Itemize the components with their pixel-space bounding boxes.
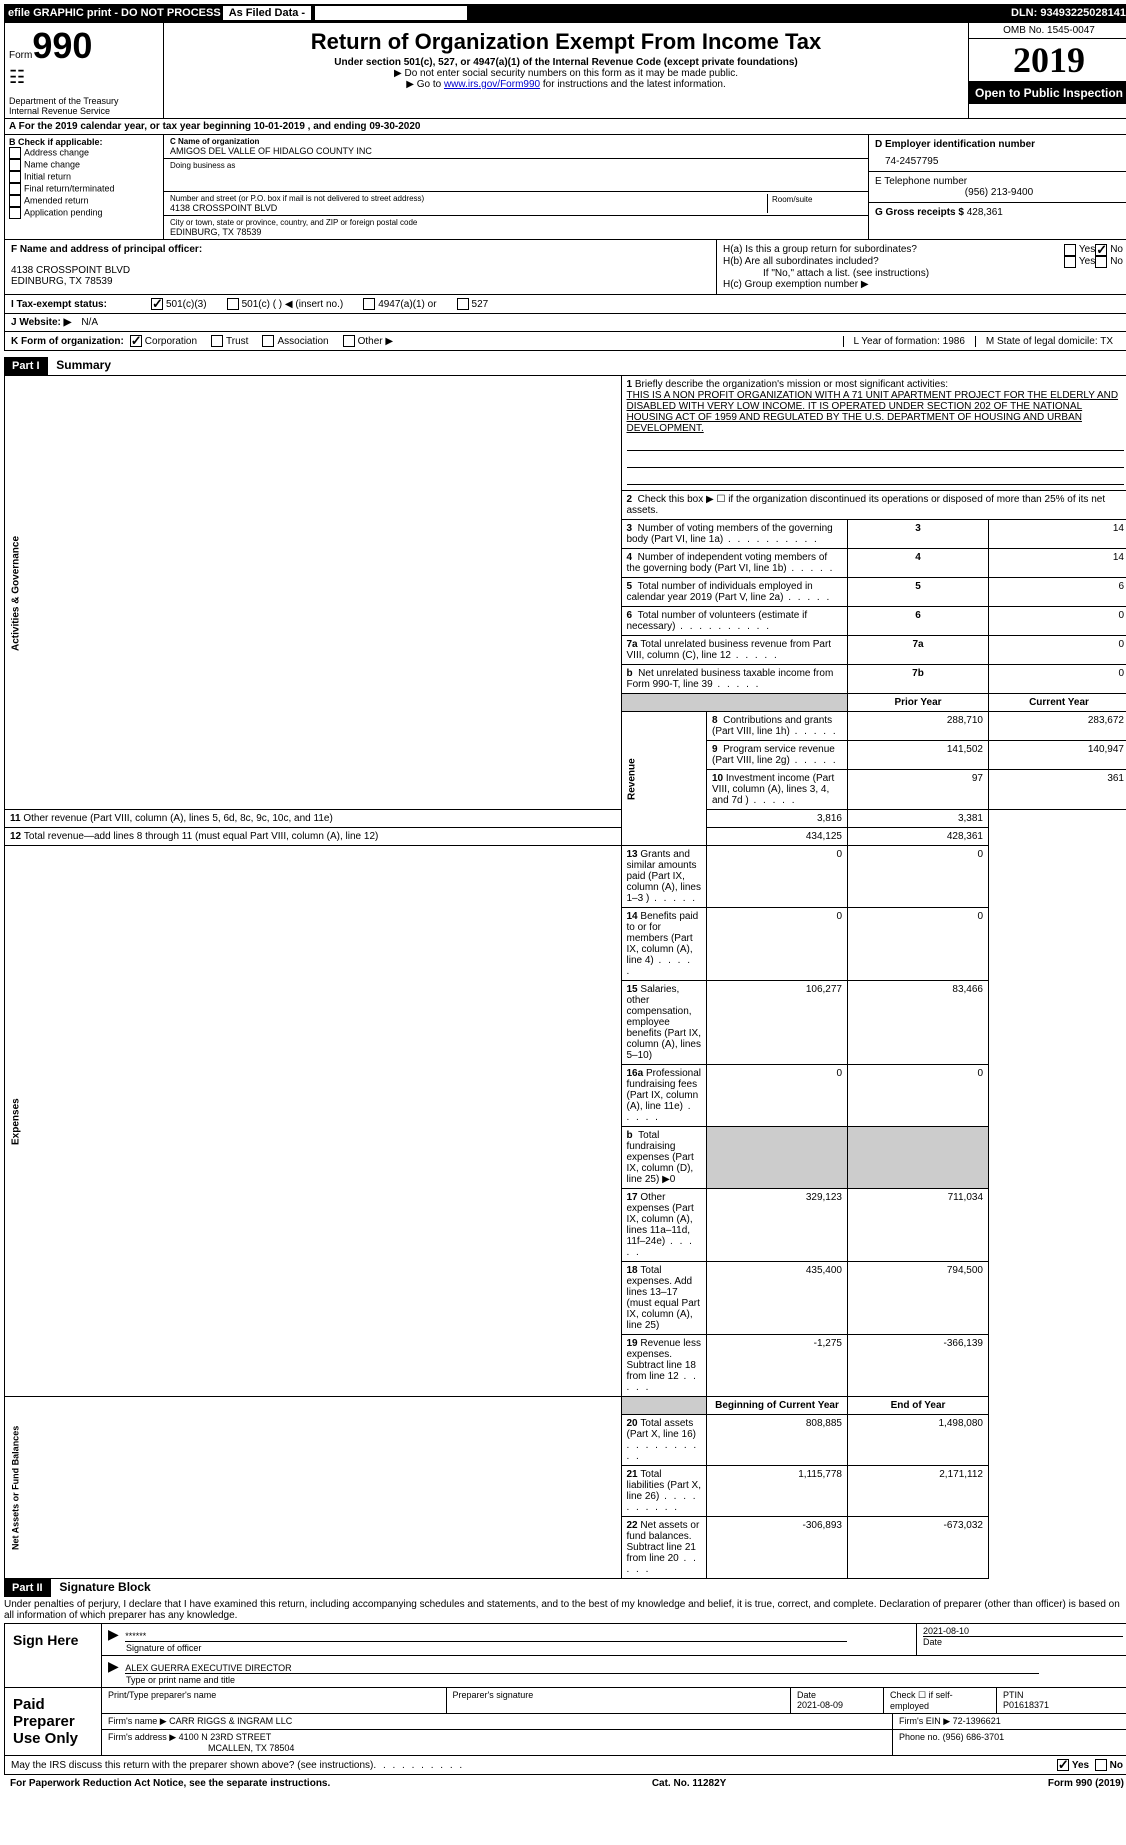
row-i: I Tax-exempt status: 501(c)(3) 501(c) ( … (4, 295, 1126, 314)
cb-hb-no[interactable] (1095, 256, 1107, 268)
firm-phone: (956) 686-3701 (943, 1732, 1005, 1742)
sign-here-label: Sign Here (5, 1624, 102, 1687)
col-c: C Name of organization AMIGOS DEL VALLE … (164, 135, 868, 239)
col-d: D Employer identification number 74-2457… (868, 135, 1126, 239)
part1-title: Summary (56, 358, 111, 372)
cb-501c[interactable] (227, 298, 239, 310)
state-domicile: M State of legal domicile: TX (975, 336, 1123, 347)
year-formation: L Year of formation: 1986 (843, 336, 975, 347)
sign-here-block: Sign Here ▶ ****** Signature of officer … (4, 1623, 1126, 1688)
row-k: K Form of organization: Corporation Trus… (4, 332, 1126, 351)
efile-label: efile GRAPHIC print - DO NOT PROCESS (8, 7, 221, 19)
street-address: 4138 CROSSPOINT BLVD (170, 203, 767, 213)
form-number: 990 (32, 25, 92, 66)
col-h: H(a) Is this a group return for subordin… (717, 240, 1126, 294)
form-ref: Form 990 (2019) (1048, 1778, 1124, 1789)
declaration: Under penalties of perjury, I declare th… (4, 1597, 1126, 1623)
cb-ha-yes[interactable] (1064, 244, 1076, 256)
vert-label-exp: Expenses (5, 846, 622, 1397)
cb-assoc[interactable] (262, 335, 274, 347)
mission-text: THIS IS A NON PROFIT ORGANIZATION WITH A… (627, 390, 1119, 434)
dln: DLN: 93493225028141 (1011, 7, 1126, 19)
firm-name: CARR RIGGS & INGRAM LLC (169, 1716, 292, 1726)
cb-hb-yes[interactable] (1064, 256, 1076, 268)
col-f: F Name and address of principal officer:… (5, 240, 717, 294)
cb-discuss-no[interactable] (1095, 1759, 1107, 1771)
asfiled-box: As Filed Data - (223, 6, 311, 20)
part2-title: Signature Block (59, 1580, 150, 1594)
cb-initial-return[interactable] (9, 171, 21, 183)
vert-label-net: Net Assets or Fund Balances (5, 1397, 622, 1579)
preparer-block: Paid Preparer Use Only Print/Type prepar… (4, 1688, 1126, 1756)
discuss-row: May the IRS discuss this return with the… (4, 1756, 1126, 1775)
officer-name: ALEX GUERRA EXECUTIVE DIRECTOR (125, 1663, 1039, 1674)
row-a: A For the 2019 calendar year, or tax yea… (4, 119, 1126, 135)
dept-label: Department of the Treasury (9, 96, 159, 106)
prep-date: 2021-08-09 (797, 1700, 843, 1710)
vert-label-rev: Revenue (621, 712, 707, 846)
tax-year: 2019 (969, 39, 1126, 82)
cb-amended[interactable] (9, 195, 21, 207)
line3-val: 14 (989, 520, 1126, 549)
cb-discuss-yes[interactable] (1057, 1759, 1069, 1771)
cb-4947[interactable] (363, 298, 375, 310)
cb-trust[interactable] (211, 335, 223, 347)
vert-label-gov: Activities & Governance (5, 376, 622, 810)
cb-app-pending[interactable] (9, 207, 21, 219)
header-mid: Return of Organization Exempt From Incom… (164, 23, 968, 118)
gross-receipts: 428,361 (967, 207, 1003, 218)
ptin: P01618371 (1003, 1700, 1049, 1710)
irs-label: Internal Revenue Service (9, 106, 159, 116)
part2-header: Part II (4, 1579, 51, 1597)
city-state-zip: EDINBURG, TX 78539 (170, 227, 261, 237)
part1-header: Part I (4, 357, 48, 375)
cb-final-return[interactable] (9, 183, 21, 195)
cb-other[interactable] (343, 335, 355, 347)
cb-name-change[interactable] (9, 159, 21, 171)
firm-ein: 72-1396621 (953, 1716, 1001, 1726)
form-title: Return of Organization Exempt From Incom… (168, 29, 964, 55)
note2: ▶ Go to www.irs.gov/Form990 for instruct… (168, 79, 964, 90)
cb-address-change[interactable] (9, 147, 21, 159)
row-j: J Website: ▶ N/A (4, 314, 1126, 332)
cat-no: Cat. No. 11282Y (652, 1778, 726, 1789)
org-name: AMIGOS DEL VALLE OF HIDALGO COUNTY INC (170, 146, 372, 156)
block-bcd: B Check if applicable: Address change Na… (4, 135, 1126, 240)
sign-date: 2021-08-10 (923, 1626, 1123, 1637)
header-right: OMB No. 1545-0047 2019 Open to Public In… (968, 23, 1126, 118)
note1: ▶ Do not enter social security numbers o… (168, 68, 964, 79)
cb-corp[interactable] (130, 335, 142, 347)
asfiled-blank (315, 6, 467, 20)
topbar: efile GRAPHIC print - DO NOT PROCESS As … (4, 4, 1126, 22)
irs-link[interactable]: www.irs.gov/Form990 (444, 79, 540, 90)
open-public: Open to Public Inspection (969, 82, 1126, 104)
cb-527[interactable] (457, 298, 469, 310)
header-left: Form990 ☷ Department of the Treasury Int… (5, 23, 164, 118)
website: N/A (81, 317, 98, 328)
section-fh: F Name and address of principal officer:… (4, 240, 1126, 295)
preparer-label: Paid Preparer Use Only (5, 1688, 102, 1755)
cb-501c3[interactable] (151, 298, 163, 310)
form-subtitle: Under section 501(c), 527, or 4947(a)(1)… (168, 57, 964, 68)
cb-ha-no[interactable] (1095, 244, 1107, 256)
summary-table: Activities & Governance 1 Briefly descri… (4, 375, 1126, 1579)
col-b: B Check if applicable: Address change Na… (5, 135, 164, 239)
form-header: Form990 ☷ Department of the Treasury Int… (4, 22, 1126, 119)
omb-number: OMB No. 1545-0047 (969, 23, 1126, 39)
footer: For Paperwork Reduction Act Notice, see … (4, 1775, 1126, 1792)
phone: (956) 213-9400 (875, 187, 1123, 198)
ein: 74-2457795 (885, 156, 1123, 167)
